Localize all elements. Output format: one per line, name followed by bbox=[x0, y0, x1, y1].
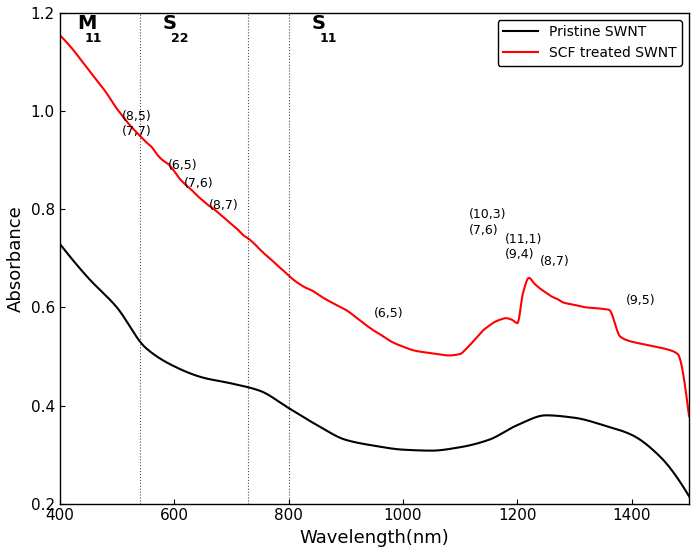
Text: S: S bbox=[311, 13, 326, 33]
Line: Pristine SWNT: Pristine SWNT bbox=[60, 244, 689, 496]
Text: (7,7): (7,7) bbox=[121, 125, 151, 138]
Pristine SWNT bbox=[56, 240, 64, 247]
SCF treated SWNT bbox=[361, 321, 370, 328]
Text: (7,6): (7,6) bbox=[468, 224, 498, 237]
Pristine SWNT bbox=[551, 412, 560, 419]
Pristine SWNT bbox=[361, 441, 370, 448]
Text: 22: 22 bbox=[171, 32, 188, 45]
SCF treated SWNT bbox=[667, 347, 675, 354]
Text: (7,6): (7,6) bbox=[184, 177, 214, 189]
X-axis label: Wavelength(nm): Wavelength(nm) bbox=[299, 529, 449, 547]
Line: SCF treated SWNT: SCF treated SWNT bbox=[60, 35, 689, 416]
Text: (8,7): (8,7) bbox=[540, 255, 570, 268]
Pristine SWNT bbox=[345, 438, 353, 444]
Text: (9,5): (9,5) bbox=[626, 294, 656, 307]
Text: (9,4): (9,4) bbox=[505, 248, 535, 261]
Text: (6,5): (6,5) bbox=[374, 306, 404, 320]
Text: (11,1): (11,1) bbox=[505, 233, 542, 245]
Text: 11: 11 bbox=[85, 32, 102, 45]
Text: (10,3): (10,3) bbox=[468, 208, 506, 222]
Pristine SWNT bbox=[666, 465, 674, 472]
Legend: Pristine SWNT, SCF treated SWNT: Pristine SWNT, SCF treated SWNT bbox=[498, 20, 682, 66]
SCF treated SWNT bbox=[88, 70, 96, 77]
SCF treated SWNT bbox=[685, 413, 693, 419]
Pristine SWNT bbox=[667, 465, 675, 472]
Pristine SWNT bbox=[685, 493, 693, 500]
Pristine SWNT bbox=[88, 278, 96, 285]
Text: (8,5): (8,5) bbox=[121, 110, 151, 124]
SCF treated SWNT bbox=[56, 32, 64, 38]
SCF treated SWNT bbox=[666, 347, 674, 353]
Text: 11: 11 bbox=[319, 32, 337, 45]
Text: S: S bbox=[163, 13, 177, 33]
Y-axis label: Absorbance: Absorbance bbox=[7, 205, 25, 312]
SCF treated SWNT bbox=[345, 309, 353, 315]
Text: M: M bbox=[77, 13, 96, 33]
Text: (6,5): (6,5) bbox=[168, 160, 198, 172]
Text: (8,7): (8,7) bbox=[208, 199, 238, 212]
SCF treated SWNT bbox=[551, 295, 560, 301]
